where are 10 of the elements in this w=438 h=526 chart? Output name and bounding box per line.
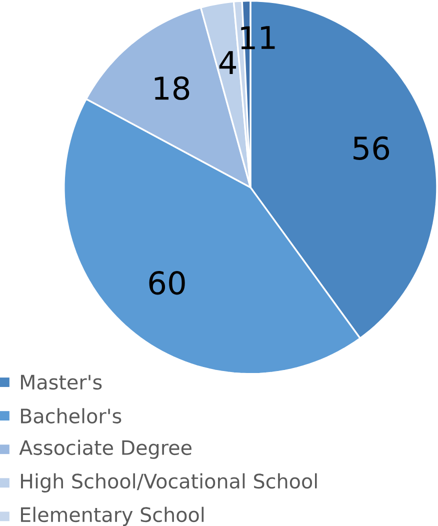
data-label: 18 (154, 76, 190, 100)
data-label: 4 (219, 51, 236, 74)
legend-label: High School/Vocational School (21, 473, 317, 492)
data-label: 60 (149, 271, 185, 295)
legend-label: Elementary School (21, 506, 204, 526)
legend-label: Associate Degree (19, 440, 192, 459)
data-label: 56 (354, 136, 390, 160)
legend-label: Master's (21, 374, 102, 390)
data-label: 1 (261, 26, 275, 49)
legend-label: Bachelor's (21, 408, 122, 424)
